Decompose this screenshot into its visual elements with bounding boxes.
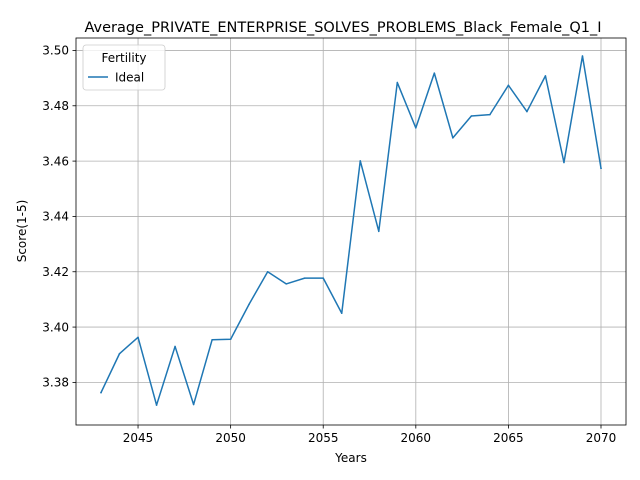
data-point xyxy=(433,72,436,74)
plot-area-frame xyxy=(75,37,627,426)
y-tick-label: 3.44 xyxy=(42,210,69,224)
x-axis-label: Years xyxy=(334,451,367,465)
data-point xyxy=(359,160,362,162)
legend: Fertility Ideal xyxy=(82,44,166,91)
data-point xyxy=(192,403,195,406)
x-tick-label: 2065 xyxy=(493,431,524,445)
data-point xyxy=(544,75,547,77)
y-tick-label: 3.42 xyxy=(42,265,69,279)
data-point xyxy=(340,312,343,314)
data-point xyxy=(415,127,417,129)
data-point xyxy=(211,339,213,341)
data-point xyxy=(266,270,269,273)
y-tick-label: 3.40 xyxy=(42,320,69,334)
x-tick-label: 2060 xyxy=(401,431,432,445)
legend-title: Fertility xyxy=(101,51,146,65)
series-line-ideal xyxy=(100,55,602,406)
data-point xyxy=(137,336,139,339)
data-point xyxy=(303,277,306,279)
data-point xyxy=(248,303,250,305)
x-tick-label: 2050 xyxy=(215,431,246,445)
data-point xyxy=(452,137,454,139)
data-point xyxy=(378,230,380,233)
data-point xyxy=(507,84,510,87)
legend-box xyxy=(82,44,166,91)
data-point xyxy=(155,404,158,406)
data-point xyxy=(229,338,232,340)
y-tick-label: 3.38 xyxy=(42,376,69,390)
y-axis-label: Score(1-5) xyxy=(15,200,29,263)
legend-label-ideal: Ideal xyxy=(115,71,144,85)
y-axis-ticks: 3.38 3.40 3.42 3.44 3.46 3.48 3.50 xyxy=(42,44,76,390)
y-tick-label: 3.50 xyxy=(42,44,69,58)
data-point xyxy=(563,161,565,164)
data-point xyxy=(118,352,121,355)
data-point xyxy=(100,391,102,394)
x-tick-label: 2070 xyxy=(586,431,617,445)
data-point xyxy=(470,115,473,117)
data-point xyxy=(322,277,324,279)
y-tick-label: 3.48 xyxy=(42,99,69,113)
data-point xyxy=(396,81,399,84)
y-tick-label: 3.46 xyxy=(42,154,69,168)
grid xyxy=(76,38,626,425)
x-tick-label: 2045 xyxy=(123,431,154,445)
x-axis-ticks: 2045 2050 2055 2060 2065 2070 xyxy=(123,425,617,445)
data-point xyxy=(489,113,491,116)
series-lines xyxy=(100,55,602,406)
chart-title: Average_PRIVATE_ENTERPRISE_SOLVES_PROBLE… xyxy=(84,20,601,36)
data-point xyxy=(581,55,584,57)
x-tick-label: 2055 xyxy=(308,431,339,445)
data-point xyxy=(600,167,602,170)
data-point xyxy=(526,110,528,113)
data-point xyxy=(174,345,176,348)
data-point xyxy=(285,283,287,285)
